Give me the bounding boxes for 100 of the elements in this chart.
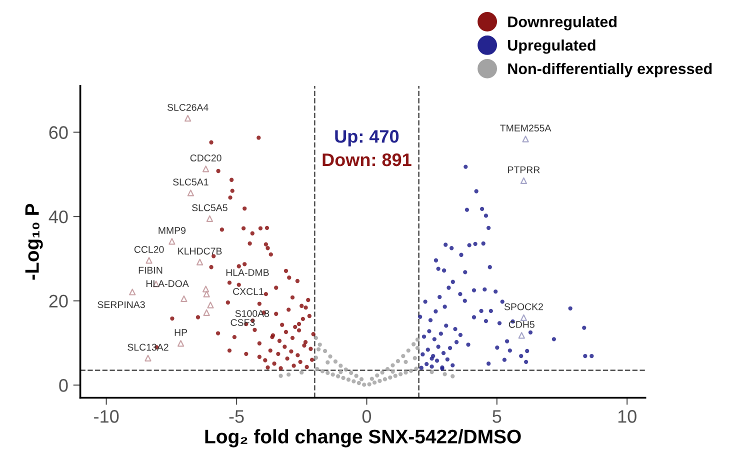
point — [520, 177, 528, 184]
point — [338, 370, 343, 374]
point — [168, 238, 176, 245]
point — [378, 378, 382, 383]
point — [522, 136, 529, 142]
point — [380, 370, 384, 375]
annotation: CCL20 — [134, 246, 164, 253]
point — [144, 354, 152, 362]
point — [328, 354, 332, 359]
annotation: SLC26A4 — [167, 104, 208, 111]
x-axis-title: Log₂ fold change SNX-5422/DMSO — [205, 429, 521, 448]
annotation: S100A8 — [235, 310, 270, 318]
point — [401, 354, 406, 358]
point — [278, 374, 283, 378]
point — [375, 373, 380, 378]
point — [314, 356, 318, 360]
x-tick-label: 0 — [362, 410, 372, 423]
annotation: HLA-DOA — [146, 280, 189, 288]
point — [412, 342, 416, 346]
point — [286, 372, 291, 377]
point — [408, 368, 414, 373]
point — [146, 257, 152, 264]
point — [341, 376, 346, 380]
point — [396, 359, 400, 364]
point — [520, 314, 528, 322]
annotation: TMEM255A — [500, 124, 552, 132]
legend-label: Non-differentially expressed — [508, 62, 712, 78]
point — [330, 372, 335, 377]
annotation: HP — [174, 329, 188, 336]
point — [414, 366, 418, 371]
point — [203, 309, 210, 316]
annotation: SLC5A1 — [173, 178, 208, 186]
point — [442, 372, 447, 376]
point — [412, 356, 417, 360]
point — [338, 364, 343, 368]
point — [356, 380, 361, 386]
annotation: CXCL1 — [233, 288, 264, 295]
annotation: FIBIN — [138, 266, 162, 274]
point — [316, 347, 321, 352]
point — [315, 367, 320, 372]
legend-label: Upregulated — [508, 39, 596, 54]
point — [404, 370, 408, 375]
point — [207, 302, 214, 308]
point — [406, 348, 410, 353]
x-tick-label: 5 — [492, 410, 502, 423]
point — [333, 359, 338, 364]
annotation: SLC5A5 — [192, 204, 228, 212]
y-tick-label: 60 — [49, 126, 68, 139]
x-tick-label: 10 — [618, 410, 636, 423]
point — [404, 360, 408, 364]
point — [320, 369, 325, 374]
point — [382, 377, 388, 382]
point — [359, 377, 364, 382]
annotation: CDC20 — [190, 154, 222, 162]
point — [326, 360, 330, 364]
point — [187, 190, 194, 196]
point — [202, 286, 210, 292]
annotation: CDH5 — [508, 321, 534, 328]
point — [184, 115, 192, 122]
legend-label: Downregulated — [508, 16, 616, 30]
annotation: PTPRR — [508, 166, 540, 174]
point — [326, 370, 330, 375]
point — [352, 379, 356, 384]
point — [385, 367, 390, 372]
point — [354, 374, 358, 378]
y-axis-title: -Log₁₀ P — [25, 204, 43, 280]
point — [518, 332, 525, 339]
point — [430, 370, 434, 374]
point — [362, 382, 366, 387]
point — [314, 336, 318, 340]
annotation: KLHDC7B — [178, 248, 222, 255]
point — [322, 348, 328, 354]
y-tick-label: 20 — [49, 294, 68, 308]
annotation: HLA-DMB — [226, 269, 269, 276]
point — [129, 288, 136, 296]
point — [372, 380, 377, 385]
annotation: MMP9 — [158, 227, 186, 234]
point — [390, 363, 395, 368]
point — [415, 346, 420, 350]
point — [346, 378, 351, 382]
point — [388, 375, 392, 380]
point — [344, 367, 348, 372]
x-tick-label: -5 — [229, 410, 244, 423]
x-tick-label: -10 — [94, 410, 119, 423]
annotation: Up: 470 — [335, 130, 399, 146]
annotation: SPOCK2 — [504, 303, 543, 310]
point — [318, 342, 322, 347]
annotation: SERPINA3 — [98, 301, 145, 308]
point — [202, 166, 210, 172]
point — [180, 295, 188, 302]
point — [393, 374, 398, 378]
point — [349, 370, 354, 375]
point — [390, 370, 395, 374]
point — [336, 374, 340, 378]
point — [370, 376, 374, 381]
point — [203, 290, 210, 298]
point — [415, 338, 420, 342]
point — [196, 258, 204, 266]
point — [206, 215, 214, 222]
y-tick-label: 40 — [48, 210, 68, 224]
